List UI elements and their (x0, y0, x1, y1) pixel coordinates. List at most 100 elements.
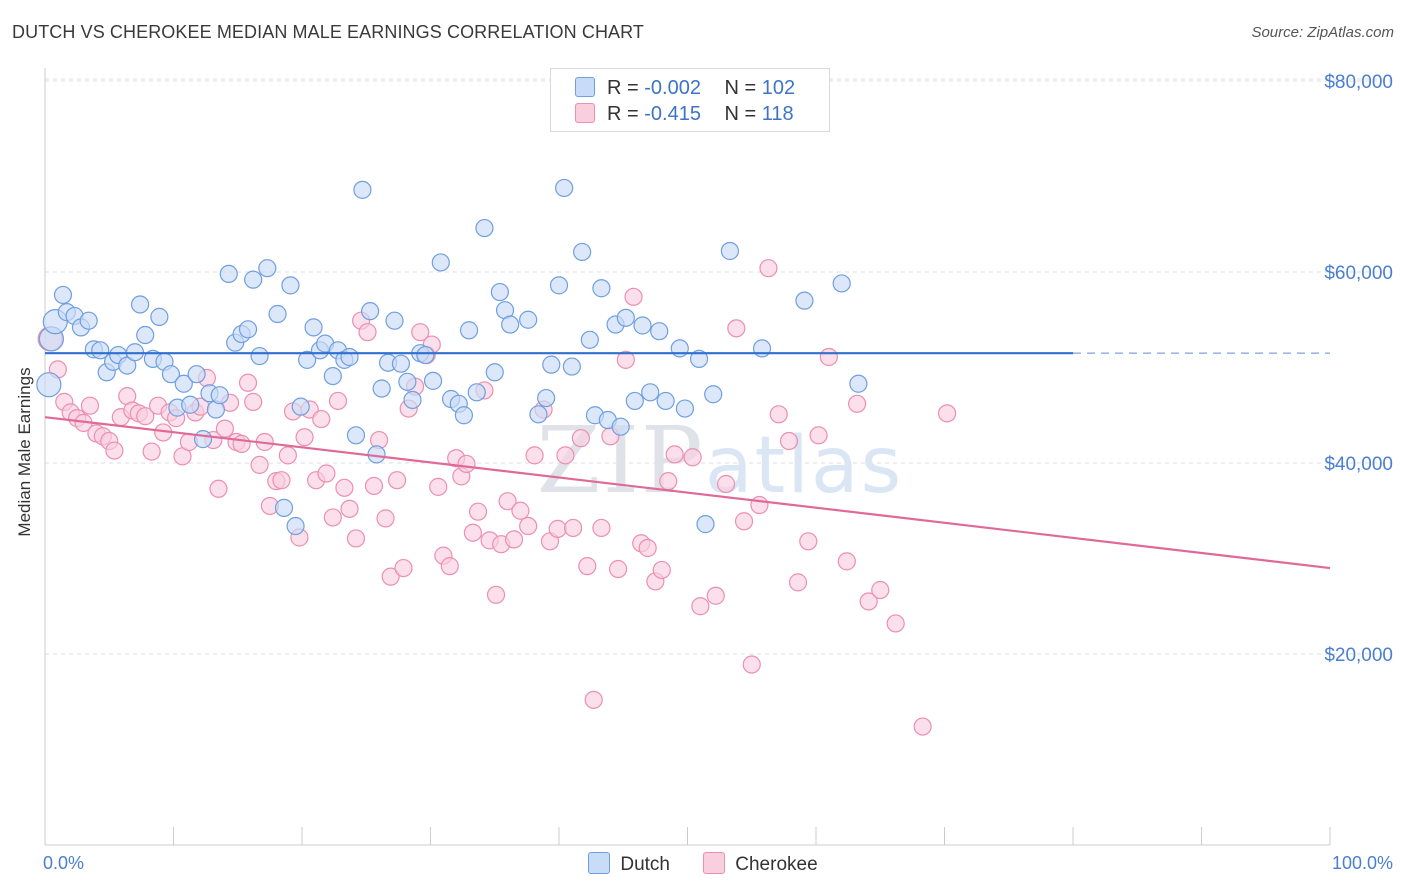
dutch-point (250, 346, 269, 366)
dutch-point (650, 322, 669, 341)
cherokee-point (272, 471, 291, 490)
cherokee-point (734, 512, 754, 531)
cherokee-point (525, 446, 544, 465)
cherokee-point (335, 478, 354, 497)
cherokee-point (652, 560, 671, 580)
cherokee-point (937, 404, 957, 423)
chart-source: Source: ZipAtlas.com (1251, 24, 1394, 41)
cherokee-point (142, 442, 161, 461)
cherokee-point (727, 319, 746, 338)
cherokee-point (556, 446, 575, 465)
cherokee-point (244, 392, 263, 411)
y-tick-label: $20,000 (1324, 645, 1393, 666)
dutch-point (136, 325, 155, 345)
x-tick-label-start: 0.0% (43, 853, 84, 873)
dutch-point (298, 350, 317, 369)
dutch-point (187, 365, 206, 384)
dutch-point (150, 307, 169, 326)
y-tick-label: $40,000 (1324, 454, 1393, 475)
dutch-point (537, 388, 556, 408)
cherokee-point (457, 454, 476, 474)
cherokee-point (819, 347, 838, 367)
cherokee-point (578, 557, 597, 576)
dutch-point (519, 310, 538, 329)
dutch-point (423, 371, 443, 390)
cherokee-point (564, 518, 583, 538)
dutch-legend-label: Dutch (620, 854, 670, 875)
tick-labels: $20,000 $40,000 $60,000 $80,000 0.0% 100.0% (43, 72, 1393, 873)
dutch-n-value: 102 (761, 77, 796, 99)
cherokee-point (381, 567, 400, 586)
chart-title: DUTCH VS CHEROKEE MEDIAN MALE EARNINGS C… (12, 22, 645, 42)
dutch-point (573, 242, 592, 262)
dutch-point (611, 417, 630, 436)
dutch-point (795, 291, 814, 310)
cherokee-point (429, 477, 448, 496)
dutch-point (346, 426, 366, 445)
dutch-point (485, 363, 504, 382)
dutch-n-label: N = (724, 77, 757, 99)
dutch-point (562, 357, 581, 376)
cherokee-point (232, 434, 251, 453)
dutch-point (467, 383, 486, 402)
cherokee-point (519, 516, 538, 536)
cherokee-point (548, 519, 567, 538)
dutch-point (555, 178, 574, 198)
cherokee-point (886, 614, 905, 633)
cherokee-point (779, 431, 799, 451)
cherokee-point (742, 655, 761, 674)
dutch-point (580, 330, 599, 349)
dutch-point (641, 383, 660, 402)
legend-row-cherokee: R = -0.415 N = 118 (575, 103, 794, 127)
cherokee-n-label: N = (724, 103, 757, 125)
cherokee-point (871, 580, 890, 600)
dutch-point (849, 374, 868, 393)
dutch-r-value: -0.002 (644, 77, 701, 99)
y-axis-label: Median Male Earnings (15, 367, 34, 536)
cherokee-point (706, 586, 725, 605)
cherokee-point (364, 476, 384, 496)
cherokee-point (584, 690, 603, 709)
cherokee-point (716, 474, 736, 494)
cherokee-point (809, 426, 828, 445)
dutch-point (542, 355, 561, 374)
legend-row-dutch: R = -0.002 N = 102 (575, 77, 795, 101)
dutch-point (696, 515, 715, 534)
dutch-point (398, 372, 417, 391)
dutch-point (53, 285, 73, 305)
cherokee-point (592, 518, 611, 538)
axes (44, 68, 1331, 846)
dutch-point (244, 270, 263, 289)
dutch-series (36, 178, 868, 536)
cherokee-point (769, 405, 788, 424)
cherokee-r-value: -0.415 (644, 103, 701, 125)
cherokee-point (468, 502, 488, 521)
cherokee-point (80, 396, 100, 415)
dutch-point (79, 311, 98, 330)
dutch-point (549, 276, 569, 295)
dutch-point (403, 390, 422, 410)
cherokee-point (837, 552, 856, 571)
cherokee-point (486, 585, 506, 604)
dutch-point (689, 349, 709, 369)
cherokee-n-value: 118 (761, 103, 794, 125)
dutch-point (832, 274, 851, 293)
dutch-point (281, 276, 300, 295)
cherokee-point (136, 407, 155, 426)
dutch-point (353, 180, 372, 199)
cherokee-point (215, 419, 234, 438)
cherokee-point (250, 455, 269, 475)
cherokee-point (328, 391, 348, 411)
dutch-point (459, 321, 479, 340)
dutch-point (720, 241, 740, 261)
dutch-point (219, 264, 238, 284)
cherokee-point (799, 532, 818, 551)
cherokee-point (859, 592, 878, 611)
cherokee-legend-label: Cherokee (735, 854, 818, 875)
dutch-point (372, 379, 391, 398)
cherokee-point (394, 558, 413, 578)
dutch-point (361, 302, 380, 321)
dutch-point (670, 339, 689, 358)
dutch-point (704, 385, 723, 404)
cherokee-trend-line (44, 416, 1331, 570)
